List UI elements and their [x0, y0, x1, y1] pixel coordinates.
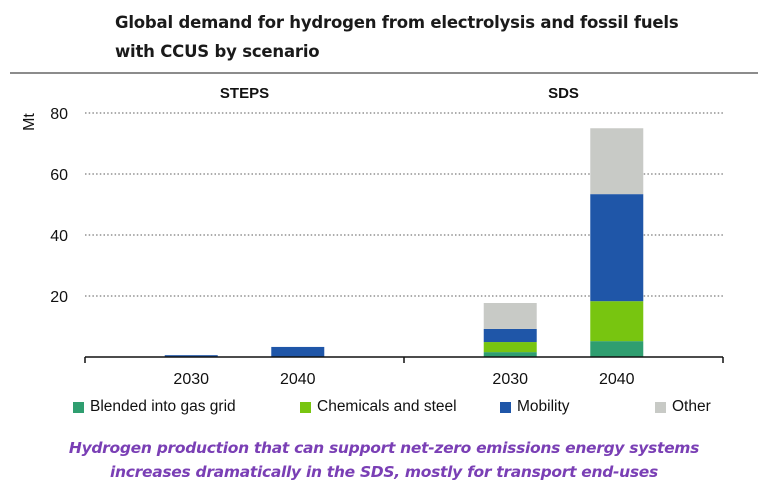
- legend-label: Mobility: [517, 398, 570, 415]
- legend-swatch: [73, 401, 84, 413]
- chart-title-line-1: Global demand for hydrogen from electrol…: [115, 13, 679, 32]
- bar-segment-chemicals-and-steel: [483, 342, 537, 353]
- y-tick-label: 40: [50, 228, 68, 245]
- bar-segment-mobility: [271, 346, 325, 357]
- panel-label-steps: STEPS: [220, 85, 269, 102]
- legend-item: Blended into gas grid: [73, 398, 236, 416]
- chart-caption: Hydrogen production that can support net…: [0, 436, 768, 484]
- y-tick-label: 80: [50, 106, 68, 123]
- x-tick-label: 2030: [492, 371, 528, 388]
- y-tick-label: 60: [50, 167, 68, 184]
- bar-segment-blended-into-gas-grid: [590, 341, 644, 357]
- legend-label: Other: [672, 398, 711, 415]
- y-axis-label: Mt: [21, 113, 38, 131]
- legend-item: Other: [655, 398, 711, 416]
- x-tick-label: 2040: [280, 371, 316, 388]
- legend-swatch: [655, 401, 666, 413]
- bar-segment-mobility: [483, 328, 537, 343]
- bar-segment-chemicals-and-steel: [590, 301, 644, 342]
- legend-swatch: [300, 401, 311, 413]
- legend-label: Chemicals and steel: [317, 398, 457, 415]
- legend-item: Chemicals and steel: [300, 398, 457, 416]
- chart-title: Global demand for hydrogen from electrol…: [115, 8, 715, 66]
- bar-segment-blended-into-gas-grid: [483, 352, 537, 357]
- bar-segment-other: [483, 303, 537, 329]
- x-tick-label: 2040: [599, 371, 635, 388]
- x-tick-label: 2030: [173, 371, 209, 388]
- caption-line-1: Hydrogen production that can support net…: [68, 439, 700, 457]
- chart-title-line-2: with CCUS by scenario: [115, 42, 320, 61]
- bar-segment-mobility: [164, 355, 218, 357]
- legend-item: Mobility: [500, 398, 570, 416]
- bar-segment-mobility: [590, 194, 644, 302]
- legend-swatch: [500, 401, 511, 413]
- bar-segment-other: [590, 128, 644, 195]
- legend-label: Blended into gas grid: [90, 398, 236, 415]
- panel-label-sds: SDS: [548, 85, 579, 102]
- title-divider: [10, 72, 758, 74]
- y-tick-label: 20: [50, 289, 68, 306]
- chart-legend: Blended into gas grid Chemicals and steel…: [0, 398, 768, 422]
- caption-line-2: increases dramatically in the SDS, mostl…: [110, 463, 658, 481]
